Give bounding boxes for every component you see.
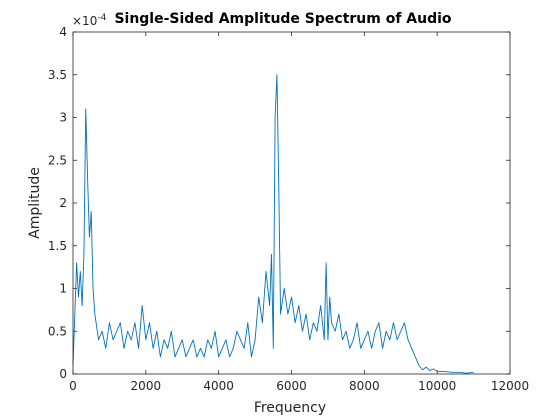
y-tick-label: 2 — [59, 196, 67, 210]
chart-title: Single-Sided Amplitude Spectrum of Audio — [114, 11, 451, 27]
y-tick-label: 4 — [59, 25, 67, 39]
axis-tick-labels: 0 2000 4000 6000 8000 10000 12000 0 0.5 1 1.5 2 2.5 3… — [48, 25, 529, 393]
x-tick-label: 12000 — [491, 379, 529, 393]
x-tick-label: 8000 — [349, 379, 380, 393]
axes-box — [72, 31, 511, 375]
spectrum-line — [72, 74, 474, 374]
y-axis-label: Amplitude — [27, 167, 43, 239]
y-tick-label: 2.5 — [48, 153, 67, 167]
y-tick-label: 1 — [59, 282, 67, 296]
x-tick-label: 6000 — [276, 379, 307, 393]
y-tick-label: 3.5 — [48, 68, 67, 82]
x-tick-label: 2000 — [131, 379, 162, 393]
series-group — [72, 74, 474, 374]
x-tick-label: 10000 — [418, 379, 456, 393]
x-tick-label: 0 — [69, 379, 77, 393]
y-tick-label: 0.5 — [48, 324, 67, 338]
y-tick-label: 0 — [59, 367, 67, 381]
plot-area — [73, 32, 510, 374]
y-exponent-label: ×10-4 — [72, 13, 107, 28]
x-tick-label: 4000 — [203, 379, 234, 393]
x-axis-label: Frequency — [254, 400, 326, 416]
y-tick-label: 1.5 — [48, 239, 67, 253]
y-tick-label: 3 — [59, 111, 67, 125]
